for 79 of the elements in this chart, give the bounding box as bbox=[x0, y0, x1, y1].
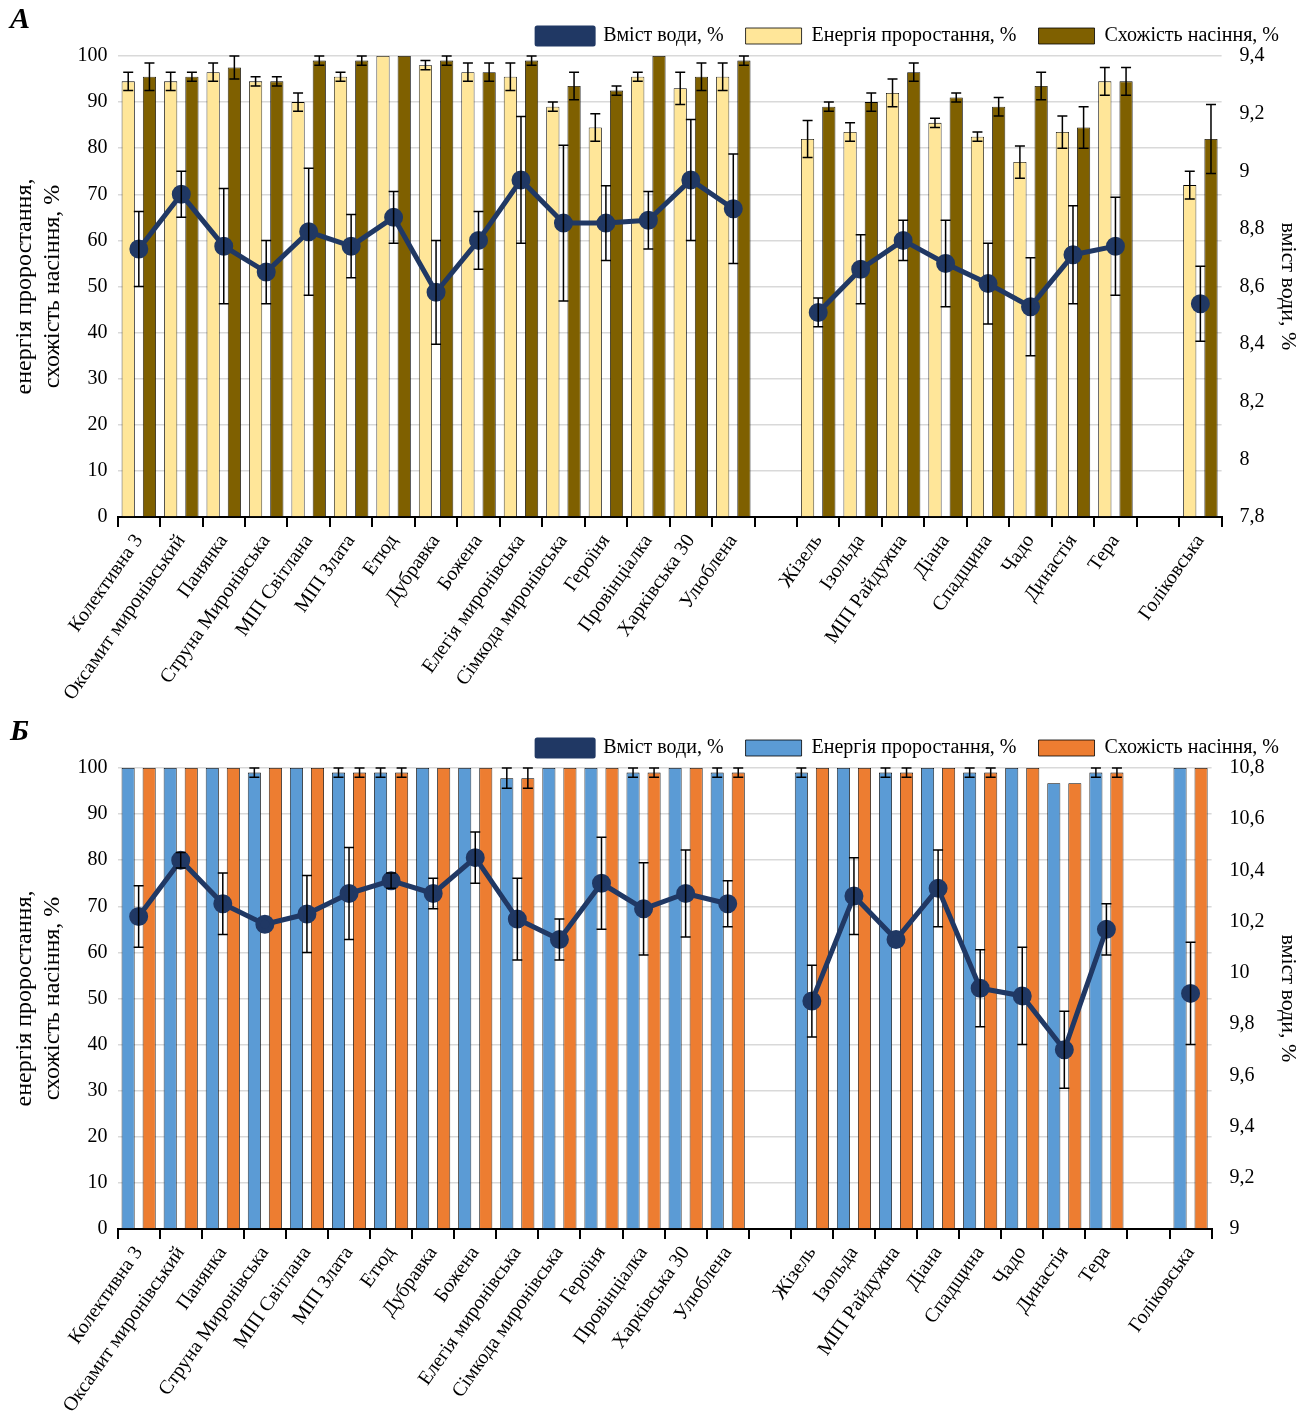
y2-tick-label: 10,4 bbox=[1229, 857, 1265, 880]
point bbox=[171, 184, 191, 204]
x-tick-label: Тера bbox=[1082, 529, 1124, 575]
y-tick-label: 50 bbox=[87, 985, 108, 1008]
point bbox=[638, 210, 658, 230]
point bbox=[507, 909, 527, 929]
y2-tick-label: 9,2 bbox=[1229, 1165, 1255, 1188]
y2-tick-label: 9,8 bbox=[1229, 1011, 1255, 1034]
point bbox=[465, 848, 485, 868]
y-tick-label: 70 bbox=[87, 181, 108, 204]
point bbox=[549, 930, 569, 950]
chart-title: Б bbox=[9, 712, 30, 746]
legend-label: Енергія проростання, % bbox=[811, 23, 1017, 47]
x-tick-label: Тера bbox=[1073, 1241, 1115, 1287]
point bbox=[553, 213, 573, 233]
legend-label: Схожість насіння, % bbox=[1104, 23, 1280, 46]
y-tick-label: 0 bbox=[97, 1216, 108, 1239]
point bbox=[255, 914, 275, 934]
y-tick-label: 90 bbox=[87, 89, 108, 112]
y2-tick-label: 8 bbox=[1239, 446, 1250, 469]
y-tick-label: 0 bbox=[97, 504, 108, 527]
y-tick-label: 20 bbox=[87, 412, 108, 435]
y-tick-label: 30 bbox=[87, 1077, 108, 1100]
y-tick-label: 80 bbox=[87, 847, 108, 870]
y2-tick-label: 8,4 bbox=[1239, 331, 1265, 354]
point bbox=[299, 222, 319, 242]
y-tick-label: 100 bbox=[77, 43, 108, 66]
point bbox=[1190, 294, 1210, 314]
point bbox=[851, 259, 871, 279]
y-tick-label: 60 bbox=[87, 939, 108, 962]
y-tick-label: 100 bbox=[77, 755, 108, 778]
point bbox=[1021, 297, 1041, 317]
point bbox=[129, 907, 149, 927]
y-axis-title: енергія проростання, схожість насіння, % bbox=[9, 890, 65, 1107]
y2-tick-label: 7,8 bbox=[1239, 504, 1265, 527]
y-tick-label: 20 bbox=[87, 1124, 108, 1147]
point bbox=[591, 873, 611, 893]
point bbox=[676, 884, 696, 903]
y-tick-label: 80 bbox=[87, 135, 108, 158]
legend-label: Енергія проростання, % bbox=[811, 735, 1017, 759]
y2-tick-label: 10 bbox=[1229, 960, 1250, 983]
y2-tick-label: 10,6 bbox=[1229, 806, 1265, 829]
y2-tick-label: 9 bbox=[1229, 1216, 1240, 1239]
point bbox=[886, 930, 906, 950]
y2-tick-label: 9,6 bbox=[1229, 1062, 1255, 1085]
y-tick-label: 70 bbox=[87, 893, 108, 916]
y-tick-label: 10 bbox=[87, 458, 108, 481]
y-tick-label: 90 bbox=[87, 801, 108, 824]
point bbox=[718, 894, 738, 914]
y2-axis-title: вміст води, % bbox=[1277, 934, 1303, 1063]
point bbox=[384, 207, 404, 227]
y2-tick-label: 10,2 bbox=[1229, 908, 1265, 931]
y2-axis-title: вміст води, % bbox=[1277, 222, 1303, 351]
legend-label: Схожість насіння, % bbox=[1104, 735, 1280, 758]
legend-label: Вміст води, % bbox=[603, 735, 724, 759]
y-tick-label: 40 bbox=[87, 1031, 108, 1054]
y-tick-label: 10 bbox=[87, 1170, 108, 1193]
y-tick-label: 30 bbox=[87, 365, 108, 388]
chart-title: А bbox=[8, 0, 31, 34]
point bbox=[723, 199, 743, 219]
point bbox=[634, 899, 654, 919]
point bbox=[1054, 1040, 1074, 1060]
point bbox=[1096, 919, 1116, 939]
y-tick-label: 60 bbox=[87, 227, 108, 250]
y2-tick-label: 8,8 bbox=[1239, 216, 1265, 239]
legend-label: Вміст води, % bbox=[603, 23, 724, 47]
y-tick-label: 40 bbox=[87, 319, 108, 342]
point bbox=[1181, 983, 1201, 1003]
y2-tick-label: 9 bbox=[1239, 158, 1250, 181]
point bbox=[469, 230, 489, 250]
y-tick-label: 50 bbox=[87, 273, 108, 296]
point bbox=[1105, 236, 1125, 256]
y2-tick-label: 9,4 bbox=[1229, 1113, 1255, 1136]
y2-tick-label: 8,2 bbox=[1239, 389, 1265, 411]
point bbox=[936, 253, 956, 273]
y2-tick-label: 9,2 bbox=[1239, 100, 1265, 123]
point bbox=[1012, 986, 1032, 1006]
y2-tick-label: 8,6 bbox=[1239, 273, 1265, 296]
y-axis-title: енергія проростання, схожість насіння, % bbox=[9, 178, 65, 395]
